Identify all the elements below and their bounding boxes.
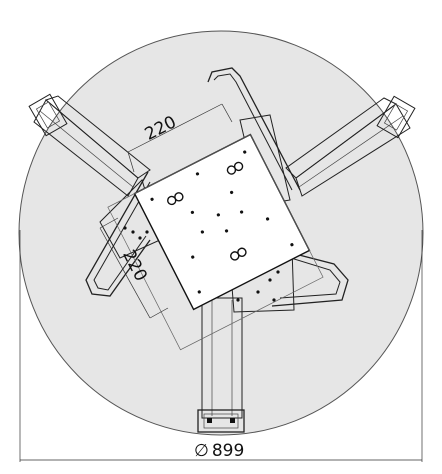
leg-bottom	[197, 297, 245, 433]
leg-upper-right	[285, 95, 416, 197]
leg-upper-left	[28, 93, 151, 197]
mounting-plate	[107, 133, 324, 351]
dimension-diameter: ∅ 899	[19, 230, 423, 462]
svg-text:∅899: ∅ 899	[194, 441, 244, 461]
diameter-value: 899	[212, 441, 244, 461]
diameter-symbol: ∅	[194, 441, 209, 461]
